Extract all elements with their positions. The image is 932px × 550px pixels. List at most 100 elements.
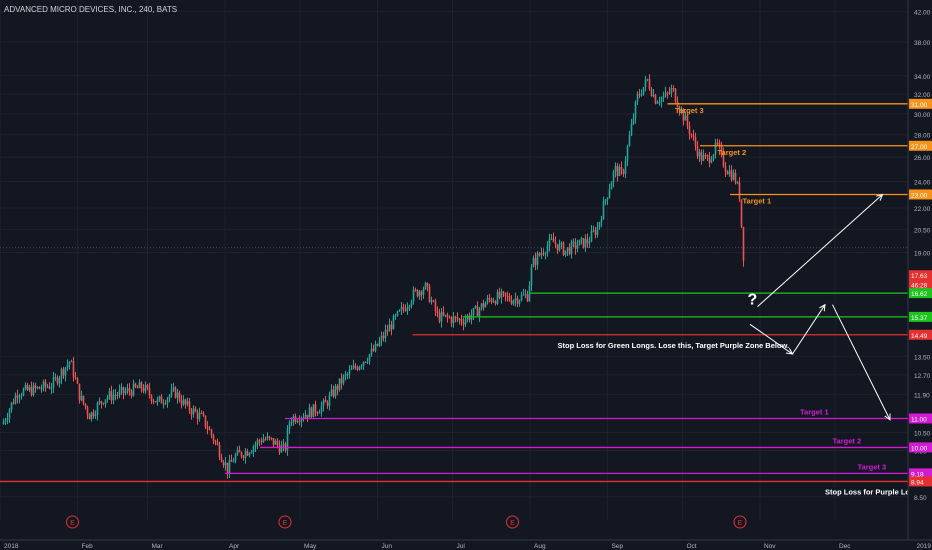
candle-body	[742, 226, 745, 261]
candle-body	[400, 306, 403, 311]
price-badge	[909, 476, 932, 487]
x-tick-label: Jul	[457, 543, 466, 550]
candle-body	[160, 396, 163, 404]
candle	[688, 121, 691, 140]
candle-body	[86, 407, 89, 415]
candle	[658, 96, 661, 106]
candle-body	[454, 316, 457, 318]
candle-body	[472, 308, 475, 315]
candle-body	[296, 421, 299, 423]
candle-body	[358, 366, 361, 370]
candle-body	[664, 92, 667, 97]
candle	[194, 406, 197, 413]
candle-body	[646, 79, 649, 81]
candle	[678, 105, 681, 116]
candle	[446, 312, 449, 323]
candle	[692, 129, 695, 141]
candle-body	[8, 409, 11, 419]
candle	[630, 118, 633, 137]
candle-body	[446, 314, 449, 318]
candle-body	[594, 230, 597, 235]
candle-body	[402, 306, 405, 309]
candle	[68, 361, 71, 370]
candle	[256, 438, 259, 450]
candle-body	[570, 241, 573, 255]
candle	[622, 168, 625, 178]
candle	[358, 365, 361, 371]
candle	[480, 302, 483, 311]
candle	[116, 391, 119, 400]
candle-body	[90, 412, 93, 420]
candle	[154, 401, 157, 403]
candle	[18, 393, 21, 404]
candle-body	[378, 340, 381, 346]
candle-body	[524, 294, 527, 296]
candle	[286, 424, 289, 456]
candle-body	[726, 172, 729, 175]
candle-body	[106, 397, 109, 400]
candle-body	[140, 382, 143, 389]
candle	[350, 365, 353, 371]
candle	[324, 395, 327, 403]
candle-body	[112, 394, 115, 401]
candle	[436, 306, 439, 318]
candle	[288, 420, 291, 434]
candle	[726, 170, 729, 175]
candle-body	[180, 400, 183, 405]
candle	[524, 289, 527, 299]
candle-body	[692, 135, 695, 137]
candle-body	[632, 117, 635, 124]
candle-body	[298, 421, 301, 423]
y-tick-label: 34.00	[914, 74, 931, 81]
price-badge-label: 16.62	[911, 291, 928, 298]
candle-body	[674, 88, 677, 102]
price-badge-label: 11.00	[911, 416, 927, 423]
candle-body	[26, 385, 29, 391]
level-label: Target 1	[743, 196, 772, 205]
candle	[632, 113, 635, 126]
candle-body	[276, 440, 279, 446]
candle	[360, 364, 363, 370]
candle	[500, 288, 503, 304]
candle-body	[448, 317, 451, 319]
candle-body	[452, 316, 455, 324]
candle	[646, 78, 649, 82]
price-badge-label: 46:28	[911, 282, 928, 289]
candle-body	[480, 303, 483, 309]
candle	[12, 398, 15, 405]
candle-body	[46, 386, 49, 388]
candle	[612, 169, 615, 188]
candle	[82, 395, 85, 406]
candle-body	[412, 289, 415, 302]
candle-body	[502, 291, 505, 293]
x-tick-label: Mar	[152, 543, 164, 550]
candle	[184, 398, 187, 409]
candle	[132, 379, 135, 397]
candle-body	[522, 294, 525, 296]
candle	[626, 144, 629, 167]
candle-body	[494, 301, 497, 304]
candle-body	[272, 437, 275, 445]
candle-body	[122, 387, 125, 394]
candle-body	[126, 388, 129, 392]
candle-body	[128, 388, 131, 392]
candle	[680, 106, 683, 115]
candle-body	[672, 88, 675, 90]
candle	[572, 238, 575, 248]
candle	[152, 398, 155, 405]
candle	[552, 232, 555, 243]
candle	[710, 155, 713, 164]
candle-body	[216, 441, 219, 445]
candle-body	[166, 398, 169, 404]
candle	[654, 93, 657, 105]
candle-body	[558, 243, 561, 251]
candle-body	[370, 348, 373, 355]
candle-body	[588, 241, 591, 244]
candle	[508, 292, 511, 302]
candle	[550, 233, 553, 241]
candle	[534, 252, 537, 271]
candle	[720, 141, 723, 158]
candle	[198, 407, 201, 422]
candle-body	[652, 94, 655, 96]
